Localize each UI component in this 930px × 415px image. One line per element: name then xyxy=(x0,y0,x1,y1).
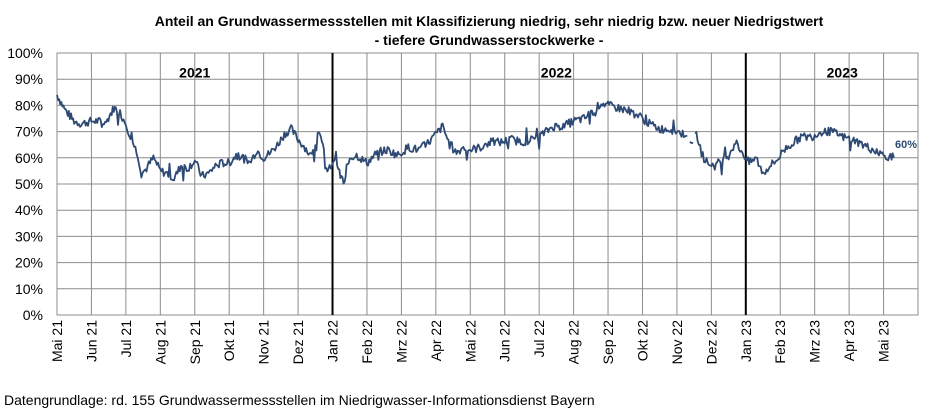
series-line-segment xyxy=(56,94,688,185)
x-tick-label: Apr 22 xyxy=(428,320,444,361)
series-line-segment xyxy=(694,126,895,176)
x-tick-label: Mrz 22 xyxy=(393,320,409,363)
y-tick-label: 60% xyxy=(15,150,43,166)
x-tick-label: Okt 22 xyxy=(634,320,650,361)
y-tick-label: 30% xyxy=(15,228,43,244)
chart-title-line1: Anteil an Grundwassermessstellen mit Kla… xyxy=(155,13,824,29)
y-tick-label: 20% xyxy=(15,255,43,271)
year-dividers xyxy=(331,53,747,315)
y-tick-label: 10% xyxy=(15,281,43,297)
plot-border xyxy=(56,52,919,316)
chart-title-line2: - tiefere Grundwasserstockwerke - xyxy=(375,32,604,48)
x-tick-label: Mai 23 xyxy=(876,320,892,362)
x-tick-label: Nov 22 xyxy=(669,320,685,365)
y-tick-label: 0% xyxy=(23,307,43,323)
year-labels: 2021 2022 2023 xyxy=(179,65,858,81)
x-tick-label: Sep 21 xyxy=(187,320,203,365)
x-tick-label: Okt 21 xyxy=(221,320,237,361)
x-tick-label: Dez 22 xyxy=(703,320,719,365)
y-tick-label: 40% xyxy=(15,202,43,218)
x-tick-label: Mrz 23 xyxy=(807,320,823,363)
x-tick-label: Jul 22 xyxy=(531,320,547,358)
y-tick-label: 50% xyxy=(15,176,43,192)
x-tick-label: Feb 22 xyxy=(359,320,375,364)
year-label: 2022 xyxy=(541,65,572,81)
y-tick-label: 80% xyxy=(15,97,43,113)
x-tick-label: Sep 22 xyxy=(600,320,616,365)
grid xyxy=(56,52,919,316)
x-tick-label: Aug 22 xyxy=(566,320,582,365)
year-label: 2021 xyxy=(179,65,210,81)
year-label: 2023 xyxy=(827,65,858,81)
x-tick-label: Aug 21 xyxy=(152,320,168,365)
x-tick-label: Apr 23 xyxy=(841,320,857,361)
x-tick-label: Nov 21 xyxy=(256,320,272,365)
data-source-footer: Datengrundlage: rd. 155 Grundwassermesss… xyxy=(4,392,595,408)
y-axis-tick-labels: 0% 10% 20% 30% 40% 50% 60% 70% 80% 90% 100% xyxy=(7,45,43,323)
y-tick-label: 90% xyxy=(15,71,43,87)
x-axis-tick-labels: Mai 21 Jun 21 Jul 21 Aug 21 Sep 21 Okt 21 Nov … xyxy=(49,320,892,365)
series-line xyxy=(56,94,895,185)
x-tick-label: Jun 22 xyxy=(497,320,513,362)
x-tick-label: Feb 23 xyxy=(772,320,788,364)
y-tick-label: 100% xyxy=(7,45,43,61)
x-tick-label: Dez 21 xyxy=(290,320,306,365)
y-tick-label: 70% xyxy=(15,124,43,140)
x-tick-label: Jul 21 xyxy=(118,320,134,358)
x-tick-label: Jun 21 xyxy=(83,320,99,362)
x-tick-label: Mai 21 xyxy=(49,320,65,362)
x-tick-label: Jan 23 xyxy=(738,320,754,362)
series-isolated-mark xyxy=(689,141,694,145)
x-tick-label: Jan 22 xyxy=(325,320,341,362)
end-value-label: 60% xyxy=(895,139,917,151)
x-tick-label: Mai 22 xyxy=(462,320,478,362)
